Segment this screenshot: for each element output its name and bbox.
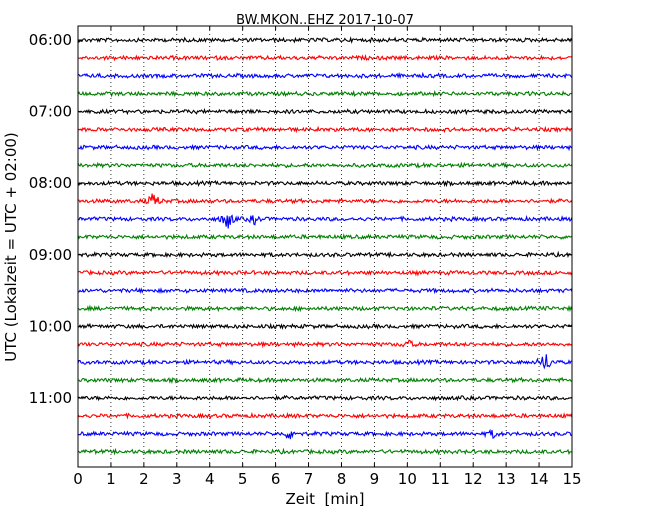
seismic-traces <box>77 36 573 456</box>
y-tick-label: 07:00 <box>29 103 72 121</box>
y-axis-label: UTC (Lokalzeit = UTC + 02:00) <box>2 132 20 362</box>
trace-1015 <box>77 339 573 349</box>
plot-frame <box>77 25 573 468</box>
trace-0645 <box>77 89 573 98</box>
x-tick-label: 3 <box>172 470 182 488</box>
trace-0915 <box>77 269 573 277</box>
trace-1145 <box>77 447 573 456</box>
x-tick-label: 14 <box>530 470 549 488</box>
trace-0945 <box>77 304 573 313</box>
trace-0830 <box>77 214 573 229</box>
x-tick-label: 4 <box>205 470 215 488</box>
trace-0600 <box>77 36 573 45</box>
x-tick-label: 6 <box>271 470 281 488</box>
trace-0845 <box>77 233 573 241</box>
y-tick-label: 08:00 <box>29 174 72 192</box>
trace-1100 <box>77 394 573 402</box>
x-axis-label: Zeit [min] <box>285 490 364 508</box>
y-tick-label: 11:00 <box>29 389 72 407</box>
trace-0800 <box>77 179 573 188</box>
x-axis-ticks: 0 1 2 3 4 5 6 7 8 9 10 11 12 13 14 15 <box>73 26 582 488</box>
x-tick-label: 11 <box>431 470 450 488</box>
x-tick-label: 13 <box>497 470 516 488</box>
vertical-grid <box>110 26 540 467</box>
x-tick-label: 5 <box>238 470 248 488</box>
trace-0730 <box>77 143 573 152</box>
x-tick-label: 2 <box>139 470 149 488</box>
y-tick-label: 09:00 <box>29 246 72 264</box>
x-tick-label: 0 <box>73 470 83 488</box>
x-tick-label: 7 <box>304 470 314 488</box>
x-tick-label: 8 <box>337 470 347 488</box>
trace-1115 <box>77 411 573 420</box>
x-tick-label: 10 <box>398 470 417 488</box>
trace-1130 <box>77 428 573 440</box>
chart-title: BW.MKON..EHZ 2017-10-07 <box>236 13 414 28</box>
x-tick-label: 9 <box>370 470 380 488</box>
trace-0815 <box>77 193 573 205</box>
y-tick-label: 10:00 <box>29 317 72 335</box>
trace-1045 <box>77 376 573 385</box>
trace-0715 <box>77 125 573 134</box>
trace-0630 <box>77 71 573 80</box>
trace-0745 <box>77 161 573 169</box>
y-tick-label: 06:00 <box>29 31 72 49</box>
x-tick-label: 1 <box>106 470 116 488</box>
trace-0700 <box>77 107 573 116</box>
x-tick-label: 15 <box>562 470 581 488</box>
y-axis-ticks: 06:00 07:00 08:00 09:00 10:00 11:00 <box>29 31 572 407</box>
trace-1030 <box>77 354 573 370</box>
trace-0615 <box>77 53 573 62</box>
trace-0930 <box>77 287 573 295</box>
trace-0900 <box>77 250 573 259</box>
trace-1000 <box>77 322 573 331</box>
x-tick-label: 12 <box>464 470 483 488</box>
